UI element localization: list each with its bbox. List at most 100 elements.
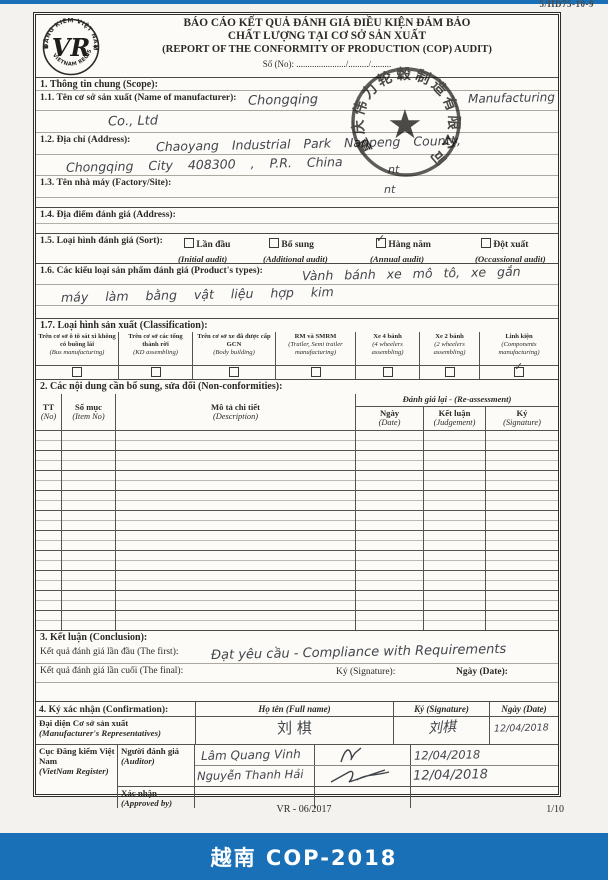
table-row bbox=[36, 591, 558, 611]
col-header-date: Ngày (Date) bbox=[356, 407, 424, 430]
audit-type-option-additional: Bổ sung (Additional audit) bbox=[263, 238, 328, 264]
classification-col-body: Trên cơ sở xe đã được cấp GCN (Body build… bbox=[193, 332, 276, 379]
caption-text: 越南 COP-2018 bbox=[210, 845, 398, 870]
option-label-en: (Additional audit) bbox=[263, 254, 328, 264]
checkbox-4wheel bbox=[382, 367, 393, 377]
auditor2-name-handwriting: Nguyễn Thanh Hải bbox=[196, 766, 304, 784]
signature-scribble bbox=[340, 747, 362, 763]
audit-type-option-occasional: Đột xuất (Occassional audit) bbox=[475, 238, 546, 264]
table-row bbox=[36, 531, 558, 551]
conclusion-first-label: Kết quả đánh giá lần đầu (The first): bbox=[40, 647, 179, 657]
auditor-row-2: Nguyễn Thanh Hải 12/04/2018 bbox=[195, 766, 558, 786]
approved-name-cell bbox=[195, 787, 315, 808]
classification-col-kd: Trên cơ sở các tổng thành rời (KD assembl… bbox=[119, 332, 193, 379]
page-footer: VR - 06/2017 1/10 bbox=[0, 804, 608, 815]
auditor2-name-cell: Nguyễn Thanh Hải bbox=[195, 766, 315, 786]
conclusion-empty-row bbox=[36, 683, 558, 702]
class-col-en: (4 wheelers assembling) bbox=[371, 341, 404, 356]
approved-label: Xác nhận bbox=[121, 788, 157, 798]
col-header-reassessment-group: Đánh giá lại - (Re-assessment) Ngày (Date… bbox=[356, 394, 558, 430]
auditor2-date-cell: 12/04/2018 bbox=[411, 766, 558, 786]
checkbox-2wheel bbox=[444, 367, 455, 377]
class-col-en: (Body building) bbox=[213, 349, 255, 356]
manufacturer-rep-signature-cell: 刘棋 bbox=[394, 717, 490, 744]
manufacturer-rep-name-cell: 刘 棋 bbox=[196, 717, 394, 744]
title-line-3: (REPORT OF THE CONFORMITY OF PRODUCTION … bbox=[162, 44, 492, 55]
col-header-sign: Ký (Signature) bbox=[394, 702, 490, 716]
title-line-1: BÁO CÁO KẾT QUẢ ĐÁNH GIÁ ĐIỀU KIỆN ĐẢM B… bbox=[183, 17, 471, 29]
col-header-reassessment: Đánh giá lại - (Re-assessment) bbox=[356, 394, 558, 407]
class-col-vi: Trên cơ sở các tổng thành rời bbox=[128, 333, 183, 348]
col-header-description: Mô tả chi tiết (Description) bbox=[116, 394, 356, 430]
auditor1-date-cell: 12/04/2018 bbox=[411, 745, 558, 765]
col-header-fullname: Họ tên (Full name) bbox=[196, 702, 394, 716]
option-label-en: (Occassional audit) bbox=[475, 254, 546, 264]
manufacturer-rep-date-handwriting: 12/04/2018 bbox=[493, 722, 549, 735]
nt-ditto-mark-2: nt bbox=[384, 183, 396, 196]
field-1-1-row: 1.1. Tên cơ sở sản xuất (Name of manufac… bbox=[36, 90, 558, 111]
product-types-handwriting-1: Vành bánh xe mô tô, xe gắn bbox=[301, 263, 521, 284]
class-col-vi: RM và SMRM bbox=[294, 333, 337, 340]
scanned-document-page: 5/HD75-10-9 ĐĂNG KIỂM VIỆT NAM VIETNAM R… bbox=[0, 0, 608, 833]
section3-heading: 3. Kết luận (Conclusion): bbox=[40, 632, 148, 643]
vr-group-rows: Cục Đăng kiểm Việt Nam (VietNam Register… bbox=[36, 745, 558, 808]
section2-heading-row: 2. Các nội dung cần bổ sung, sửa đổi (No… bbox=[36, 380, 558, 394]
conclusion-final-row: Kết quả đánh giá lần cuối (The final): K… bbox=[36, 664, 558, 683]
class-col-vi: Xe 4 bánh bbox=[373, 333, 402, 340]
checkbox-additional-audit bbox=[269, 238, 279, 248]
nonconformities-table-body bbox=[36, 431, 558, 631]
col-header-tt: TT (No) bbox=[36, 394, 62, 430]
field-1-1-row2: Co., Ltd bbox=[36, 111, 558, 133]
section2-heading: 2. Các nội dung cần bổ sung, sửa đổi (No… bbox=[40, 381, 283, 392]
nt-ditto-mark-1: nt bbox=[388, 163, 400, 176]
caption-banner: 越南 COP-2018 bbox=[0, 833, 608, 880]
field-1-6-label: 1.6. Các kiểu loại sản phẩm đánh giá (Pr… bbox=[40, 266, 263, 276]
table-row bbox=[36, 551, 558, 571]
manufacturer-name-handwriting-1: Chongqing bbox=[247, 92, 319, 109]
field-1-2-row: 1.2. Địa chỉ (Address): Chaoyang Industr… bbox=[36, 133, 558, 155]
approved-label-cell: Xác nhận (Approved by) bbox=[118, 787, 195, 808]
auditor1-name-cell: Lâm Quang Vinh bbox=[195, 745, 315, 765]
manufacturer-rep-row: Đại diện Cơ sở sản xuất (Manufacturer's … bbox=[36, 717, 558, 745]
form-header: ĐĂNG KIỂM VIỆT NAM VIETNAM REGISTER VR ★… bbox=[36, 14, 558, 78]
form-code: VR - 06/2017 bbox=[276, 804, 332, 815]
classification-col-components: Linh kiện (Components manufacturing) ✓ bbox=[480, 332, 558, 379]
vr-label: Cục Đăng kiểm Việt Nam bbox=[39, 746, 115, 766]
table-row bbox=[36, 491, 558, 511]
class-col-vi: Xe 2 bánh bbox=[435, 333, 464, 340]
checkbox-mark: ✓ bbox=[514, 360, 524, 373]
field-1-3-row2 bbox=[36, 198, 558, 208]
confirmation-header-row: 4. Ký xác nhận (Confirmation): Họ tên (F… bbox=[36, 702, 558, 717]
option-label-vi: Hàng năm bbox=[388, 240, 431, 250]
class-col-en: (KD assembling) bbox=[133, 349, 178, 356]
page-number: 1/10 bbox=[546, 804, 564, 815]
table-row bbox=[36, 451, 558, 471]
section4-heading: 4. Ký xác nhận (Confirmation): bbox=[36, 702, 196, 716]
auditor-label-cell: Người đánh giá (Auditor) bbox=[118, 745, 195, 786]
checkbox-annual-audit: ✓ bbox=[376, 232, 386, 248]
conclusion-first-row: Kết quả đánh giá lần đầu (The first): Đạ… bbox=[36, 642, 558, 664]
classification-col-4wheel: Xe 4 bánh (4 wheelers assembling) bbox=[356, 332, 420, 379]
field-1-4-label: 1.4. Địa điểm đánh giá (Address): bbox=[40, 210, 176, 220]
table-row bbox=[36, 571, 558, 591]
checkbox-trailer bbox=[310, 367, 321, 377]
final-signature-label: Ký (Signature): bbox=[336, 667, 396, 677]
approved-signature-cell bbox=[315, 787, 411, 808]
classification-col-bus: Trên cơ sở ô tô sát xi không có buồng lá… bbox=[36, 332, 119, 379]
approved-label-en: (Approved by) bbox=[121, 798, 173, 808]
auditor-label-en: (Auditor) bbox=[121, 756, 155, 766]
field-1-3-label: 1.3. Tên nhà máy (Factory/Site): bbox=[40, 178, 172, 188]
address-handwriting-2: Chongqing City 408300 , P.R. China bbox=[65, 154, 343, 175]
document-title-block: BÁO CÁO KẾT QUẢ ĐÁNH GIÁ ĐIỀU KIỆN ĐẢM B… bbox=[106, 17, 548, 69]
table-row bbox=[36, 471, 558, 491]
field-1-2-row2: Chongqing City 408300 , P.R. China bbox=[36, 154, 558, 176]
manufacturer-name-handwriting-3: Co., Ltd bbox=[107, 113, 159, 130]
checkbox-bus bbox=[72, 367, 82, 377]
logo-monogram: VR bbox=[52, 33, 91, 62]
audit-type-option-annual: ✓ Hàng năm (Annual audit) bbox=[370, 232, 431, 264]
title-line-2: CHẤT LƯỢNG TẠI CƠ SỞ SẢN XUẤT bbox=[227, 30, 427, 42]
class-col-vi: Trên cơ sở ô tô sát xi không có buồng lá… bbox=[38, 333, 116, 348]
stamp-star-icon: ★ bbox=[387, 102, 423, 147]
section3-heading-row: 3. Kết luận (Conclusion): bbox=[36, 631, 558, 645]
option-label-vi: Đột xuất bbox=[493, 240, 529, 250]
